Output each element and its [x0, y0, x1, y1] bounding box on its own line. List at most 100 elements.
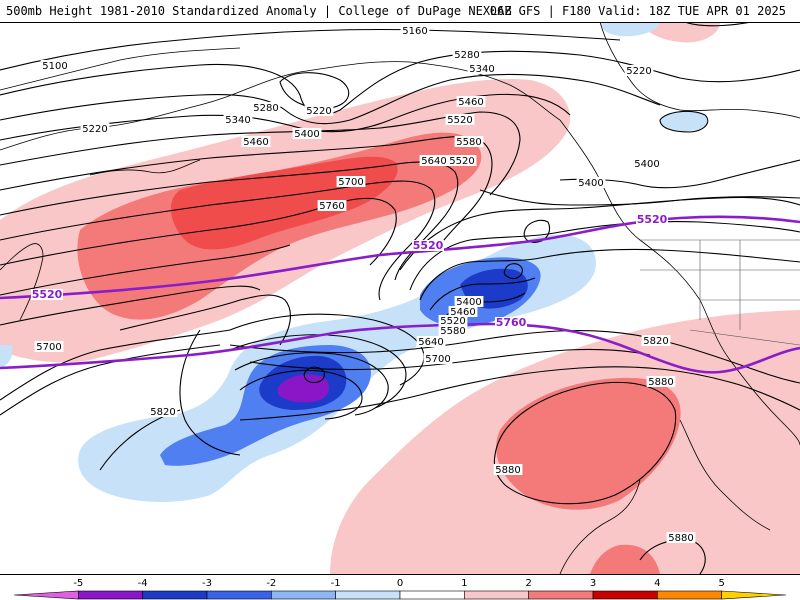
contour-label-text: 5640 [418, 337, 443, 348]
contour-label: 5520 [447, 155, 477, 167]
contour-label-background [148, 406, 178, 417]
legend-tick-label: 1 [461, 578, 467, 589]
contour-label-text: 5580 [456, 137, 481, 148]
contour-label-text: 5280 [454, 50, 479, 61]
contour-label: 5400 [454, 296, 484, 308]
contour-label: 5520 [445, 114, 475, 126]
legend-swatch [721, 590, 787, 600]
contour-label-background [251, 102, 281, 113]
contour-label: 5460 [456, 96, 486, 108]
contour-label: 5880 [666, 532, 696, 544]
contour-label-background [666, 532, 696, 543]
contour-label-text: 5160 [402, 26, 427, 37]
legend-swatch [271, 590, 336, 600]
contour-label-background [467, 63, 497, 74]
legend-swatch [592, 590, 658, 600]
contour-label: 5220 [304, 105, 334, 117]
legend-tick-label: 4 [654, 578, 660, 589]
contour-label: 5400 [292, 128, 322, 140]
legend-tick-label: -1 [331, 578, 341, 589]
contour-label-background [438, 315, 468, 326]
legend-swatch [528, 590, 594, 600]
contour-label-background [416, 336, 446, 347]
title-bar: 500mb Height 1981-2010 Standardized Anom… [0, 0, 800, 23]
contour-label: 5400 [576, 177, 606, 189]
contour-label-text: 5220 [306, 106, 331, 117]
contour-label: 5220 [624, 65, 654, 77]
contour-label: 5880 [646, 376, 676, 388]
contour-label: 5100 [40, 60, 70, 72]
contour-label-background [317, 200, 347, 211]
anomaly-shading [0, 22, 800, 574]
contour-label: 5160 [400, 25, 430, 37]
contour-label-text: 5880 [495, 465, 520, 476]
contour-label: 5760 [495, 316, 527, 329]
negative-anomaly-area [278, 374, 329, 403]
contour-label-background [34, 341, 64, 352]
contour-label-text: 5520 [447, 115, 472, 126]
contour-label-background [493, 464, 523, 475]
contour-label-text: 5820 [643, 336, 668, 347]
contour-label: 5520 [31, 288, 63, 301]
contour-label-background [223, 114, 253, 125]
contour-label-background [576, 177, 606, 188]
contour-label-background [641, 335, 671, 346]
contour-label-text: 5880 [648, 377, 673, 388]
contour-label: 5880 [493, 464, 523, 476]
contour-label: 5220 [80, 123, 110, 135]
contour-label: 5700 [423, 353, 453, 365]
contour-label: 5580 [438, 325, 468, 337]
legend-tick-label: 3 [590, 578, 596, 589]
contour-label: 5700 [34, 341, 64, 353]
legend-tick-label: 5 [718, 578, 724, 589]
negative-anomaly-area [0, 345, 13, 368]
contour-label-text: 5400 [634, 159, 659, 170]
legend-tick-label: -4 [138, 578, 148, 589]
contour-label-text: 5520 [637, 213, 668, 226]
legend-swatch [399, 590, 465, 600]
contour-label-text: 5100 [42, 61, 67, 72]
legend-swatch [335, 590, 401, 600]
contour-label-background [454, 296, 484, 307]
contour-label: 5640 [416, 336, 446, 348]
contour-label: 5520 [412, 239, 444, 252]
contour-label-text: 5340 [225, 115, 250, 126]
contour-label: 5400 [632, 158, 662, 170]
contour-label: 5280 [452, 49, 482, 61]
contour-label-text: 5640 [421, 156, 446, 167]
contour-label: 5760 [317, 200, 347, 212]
contour-label-background [452, 49, 482, 60]
contour-label-background [241, 136, 271, 147]
contour-label-text: 5700 [425, 354, 450, 365]
contour-label: 5340 [223, 114, 253, 126]
contour-label-text: 5460 [243, 137, 268, 148]
contour-label-background [456, 96, 486, 107]
contour-label-background [495, 317, 527, 328]
contour-label-background [423, 353, 453, 364]
contour-label-background [454, 136, 484, 147]
contour-label-background [40, 60, 70, 71]
height-contours [0, 22, 800, 574]
political-borders [640, 239, 800, 346]
contour-label-text: 5340 [469, 64, 494, 75]
contour-label-background [419, 155, 449, 166]
contour-label: 5520 [636, 213, 668, 226]
contour-label-text: 5520 [449, 156, 474, 167]
contour-label-background [292, 128, 322, 139]
contour-label-text: 5400 [294, 129, 319, 140]
contour-label-background [438, 325, 468, 336]
contour-label-background [636, 214, 668, 225]
contour-label-text: 5700 [36, 342, 61, 353]
contour-label: 5520 [438, 315, 468, 327]
contour-label-text: 5220 [626, 66, 651, 77]
negative-anomaly-area [660, 110, 708, 132]
contour-label-text: 5280 [253, 103, 278, 114]
contour-label-background [445, 114, 475, 125]
contour-label-text: 5220 [82, 124, 107, 135]
contour-label-text: 5400 [578, 178, 603, 189]
contour-label-text: 5520 [413, 239, 444, 252]
anomaly-color-legend: -5 -4 -3 -2 -1 0 1 2 3 4 5 [0, 574, 800, 600]
contour-label-text: 5760 [319, 201, 344, 212]
